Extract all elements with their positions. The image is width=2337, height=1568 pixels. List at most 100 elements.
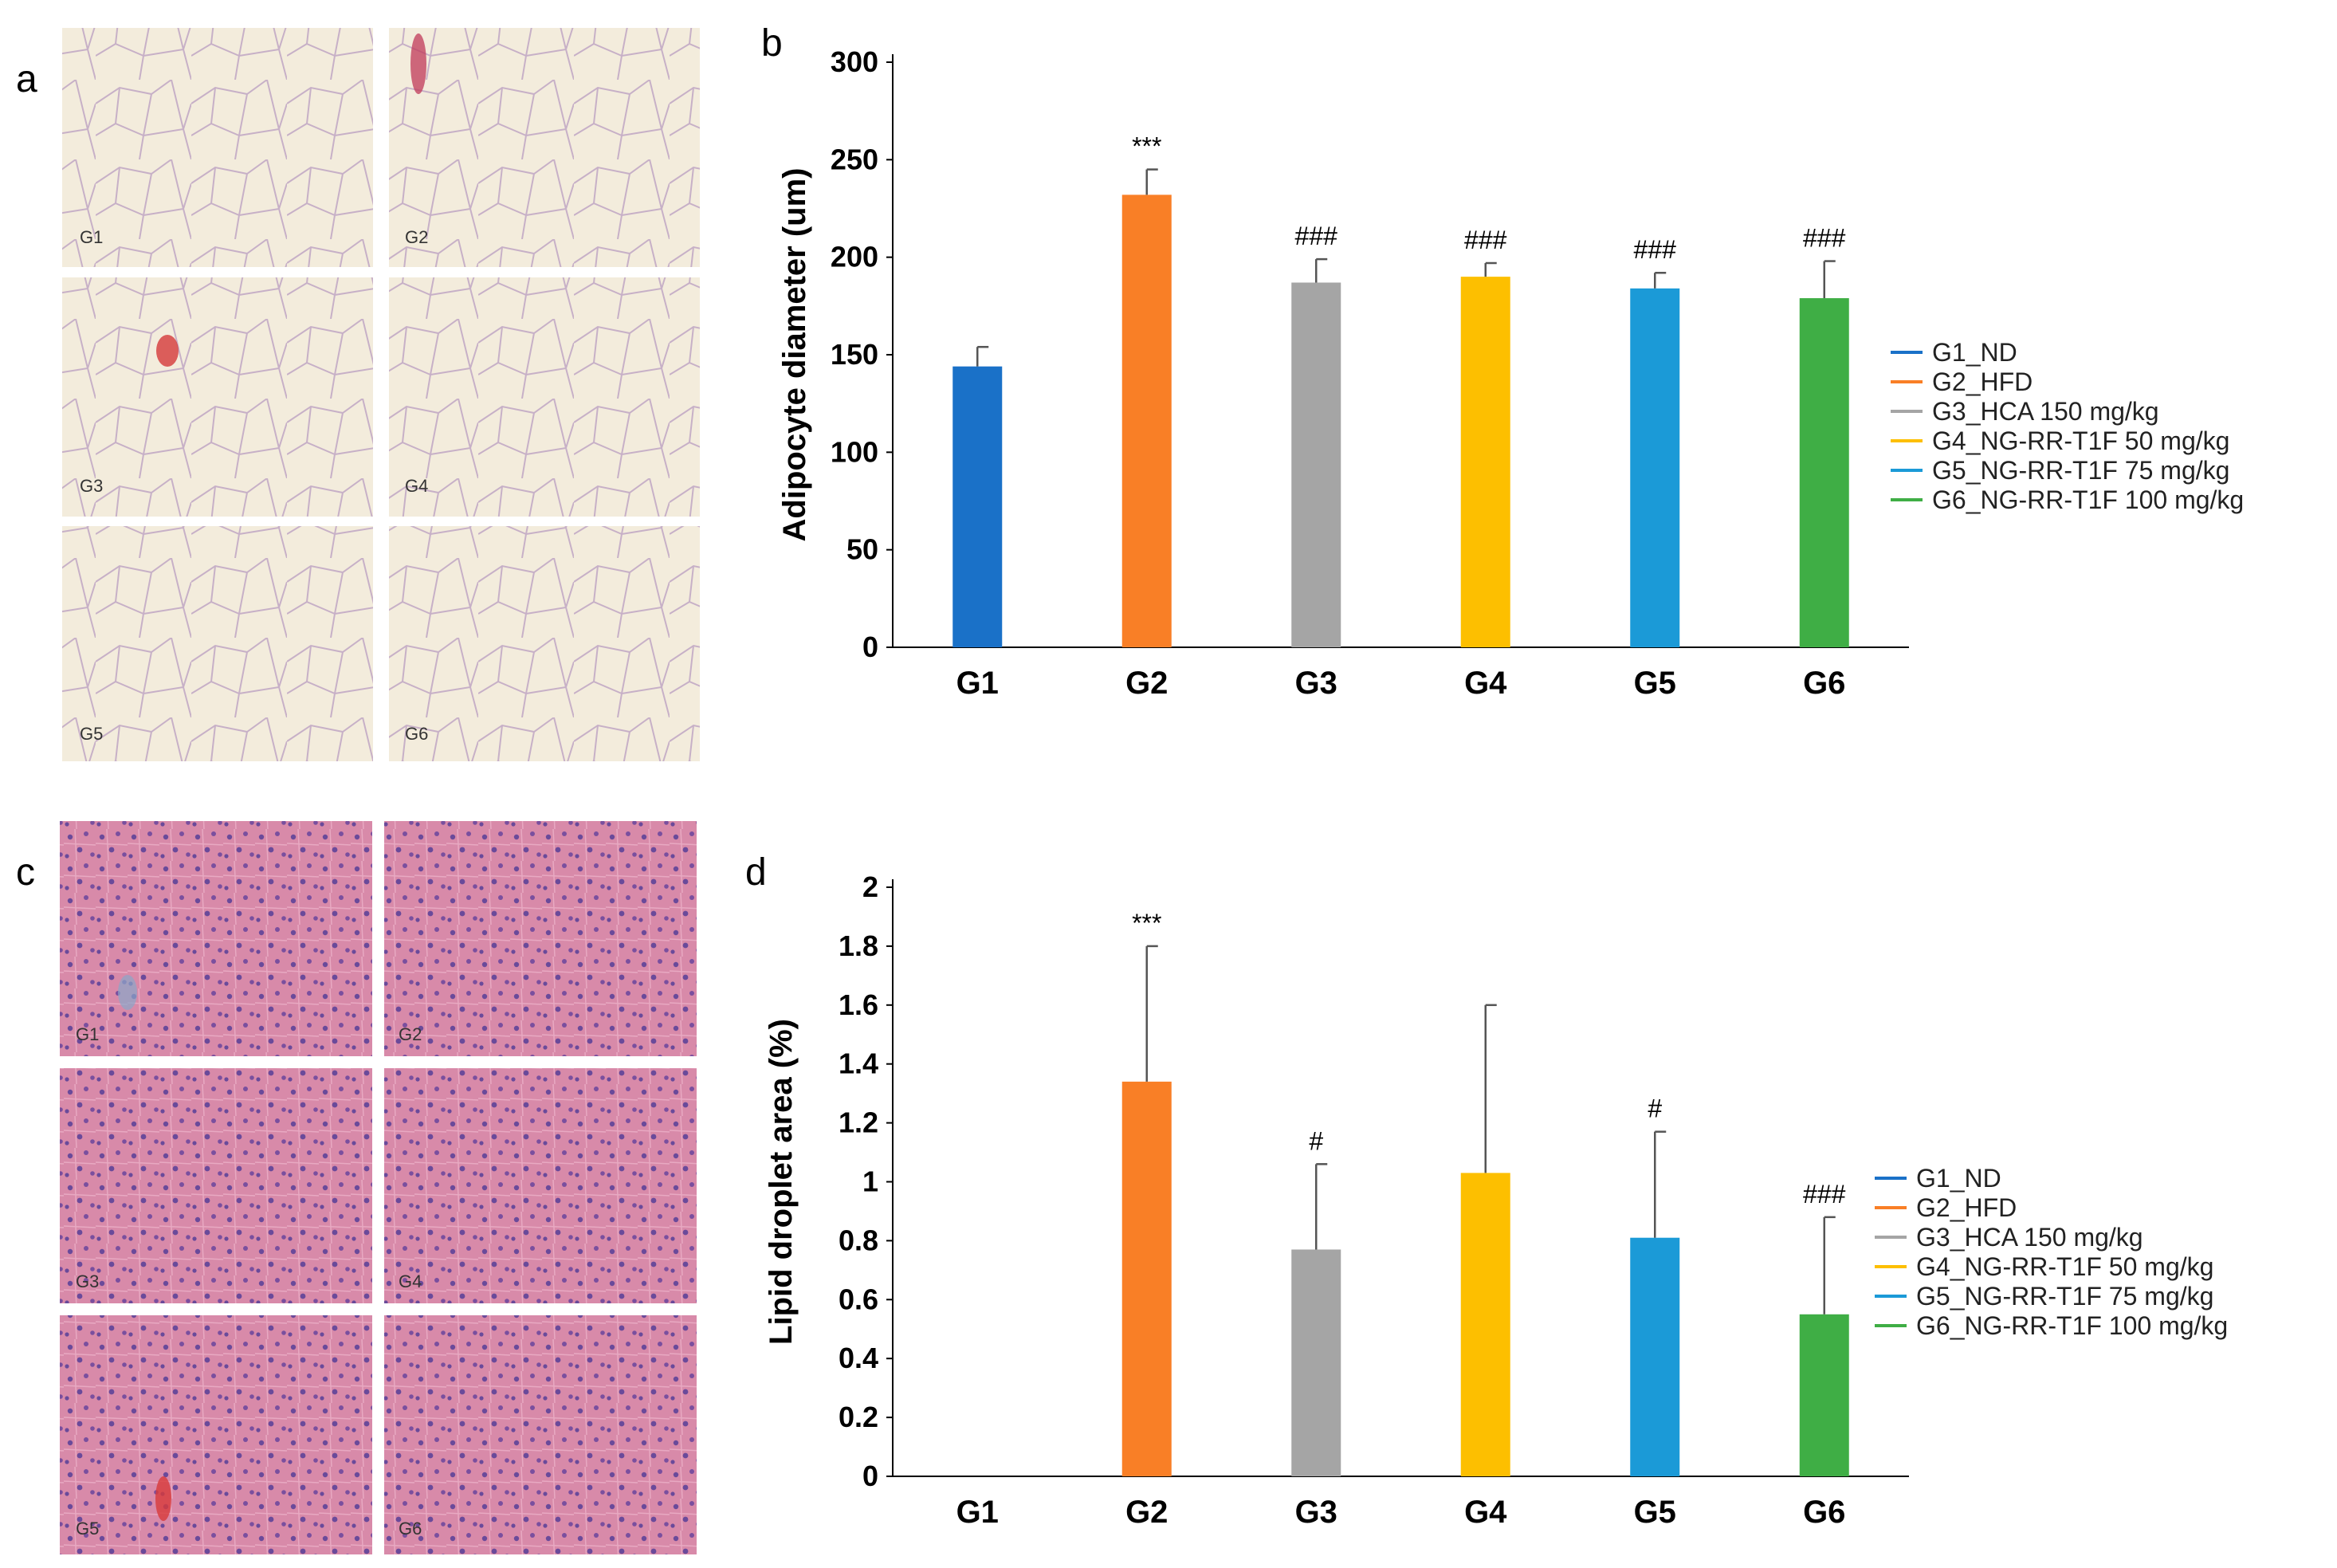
- significance-g2: ***: [1132, 909, 1161, 937]
- y-tick-label: 0.8: [839, 1224, 878, 1256]
- x-tick-label-g5: G5: [1634, 1495, 1676, 1530]
- panel-letter-c: c: [16, 851, 35, 894]
- chart-adipocyte-diameter: 0 50 100 150 200 250 300 Adipocyte diameter (um…: [777, 45, 1909, 701]
- legend-label-g2: G2_HFD: [1932, 367, 2033, 396]
- x-tick-label-g2: G2: [1125, 666, 1168, 701]
- adipose-image-g2: [389, 28, 700, 267]
- y-tick-label: 1.8: [839, 929, 878, 962]
- legend-label-g6: G6_NG-RR-T1F 100 mg/kg: [1932, 485, 2244, 514]
- x-tick-label-g1: G1: [956, 666, 999, 701]
- panel-letter-d: d: [745, 851, 767, 894]
- adipose-histology-grid: G1 G2 G3 G4 G5 G6: [62, 28, 700, 761]
- x-tick-label-g1: G1: [956, 1495, 999, 1530]
- legend-label-g6: G6_NG-RR-T1F 100 mg/kg: [1916, 1311, 2228, 1340]
- significance-g4: ###: [1464, 226, 1507, 254]
- adipose-label-g5: G5: [80, 724, 103, 744]
- x-tick-label-g4: G4: [1464, 1495, 1507, 1530]
- liver-image-g3: [60, 1068, 372, 1303]
- significance-g6: ###: [1803, 1180, 1846, 1208]
- blood-vessel-mark: [410, 33, 426, 94]
- liver-image-g4: [384, 1068, 697, 1303]
- x-tick-label-g2: G2: [1125, 1495, 1168, 1530]
- y-tick-label: 1.2: [839, 1106, 878, 1139]
- liver-image-g6: [384, 1315, 697, 1554]
- liver-label-g5: G5: [76, 1519, 99, 1539]
- x-tick-label-g6: G6: [1803, 1495, 1845, 1530]
- y-tick-label: 0.6: [839, 1283, 878, 1315]
- liver-label-g6: G6: [399, 1519, 422, 1539]
- liver-label-g1: G1: [76, 1024, 99, 1044]
- adipose-image-g4: [389, 277, 700, 517]
- legend-label-g1: G1_ND: [1916, 1164, 2001, 1193]
- x-tick-label-g6: G6: [1803, 666, 1845, 701]
- blood-vessel-mark: [156, 335, 179, 367]
- y-tick-label: 100: [831, 435, 878, 468]
- legend-label-g1: G1_ND: [1932, 338, 2017, 367]
- significance-g2: ***: [1132, 132, 1161, 161]
- x-tick-label-g5: G5: [1634, 666, 1676, 701]
- liver-label-g2: G2: [399, 1024, 422, 1044]
- bar-g2: [1121, 195, 1172, 647]
- adipose-label-g3: G3: [80, 476, 103, 496]
- bar-g4: [1460, 1173, 1510, 1476]
- y-tick-label: 200: [831, 241, 878, 273]
- vessel-mark: [118, 975, 137, 1010]
- significance-g3: ###: [1295, 222, 1338, 250]
- significance-g5: #: [1648, 1094, 1662, 1123]
- vessel-mark: [155, 1476, 171, 1521]
- panel-letter-a: a: [16, 58, 37, 100]
- bar-g6: [1799, 298, 1849, 647]
- y-tick-label: 50: [846, 533, 878, 566]
- significance-g3: #: [1309, 1126, 1323, 1155]
- significance-g6: ###: [1803, 224, 1846, 253]
- liver-histology-grid: G1 G2 G3 G4 G5 G6: [60, 821, 697, 1554]
- x-tick-label-g4: G4: [1464, 666, 1507, 701]
- chart-lipid-droplet-area: 0 0.2 0.4 0.6 0.8 1 1.2 1.4 1.6 1.8 2 Lipid droplet…: [764, 870, 1909, 1530]
- x-tick-label-g3: G3: [1295, 1495, 1337, 1530]
- y-tick-label: 1: [862, 1165, 878, 1198]
- adipose-image-g1: [62, 28, 373, 267]
- adipose-label-g6: G6: [405, 724, 428, 744]
- bar-g6: [1799, 1314, 1849, 1476]
- bar-g3: [1291, 282, 1341, 647]
- liver-image-g5: [60, 1315, 372, 1554]
- y-axis-title: Lipid droplet area (%): [764, 1019, 799, 1345]
- y-tick-label: 0.2: [839, 1401, 878, 1433]
- panel-letter-b: b: [761, 22, 783, 65]
- legend-label-g5: G5_NG-RR-T1F 75 mg/kg: [1932, 456, 2229, 485]
- bar-g1: [952, 366, 1003, 647]
- liver-label-g3: G3: [76, 1271, 99, 1291]
- y-tick-label: 250: [831, 143, 878, 175]
- y-tick-label: 1.4: [839, 1047, 878, 1080]
- adipose-label-g4: G4: [405, 476, 428, 496]
- legend-label-g4: G4_NG-RR-T1F 50 mg/kg: [1916, 1252, 2213, 1281]
- x-tick-label-g3: G3: [1295, 666, 1337, 701]
- liver-image-g2: [384, 821, 697, 1056]
- bar-g5: [1630, 1237, 1680, 1476]
- legend-label-g4: G4_NG-RR-T1F 50 mg/kg: [1932, 426, 2229, 455]
- liver-image-g1: [60, 821, 372, 1056]
- adipose-label-g2: G2: [405, 227, 428, 247]
- adipose-label-g1: G1: [80, 227, 103, 247]
- y-tick-label: 2: [862, 870, 878, 903]
- y-axis-title: Adipocyte diameter (um): [777, 168, 812, 542]
- significance-g5: ###: [1634, 235, 1677, 264]
- legend-label-g3: G3_HCA 150 mg/kg: [1916, 1223, 2143, 1252]
- legend-label-g2: G2_HFD: [1916, 1193, 2017, 1222]
- bar-g3: [1291, 1249, 1341, 1476]
- legend-label-g5: G5_NG-RR-T1F 75 mg/kg: [1916, 1282, 2213, 1311]
- adipose-image-g5: [62, 526, 373, 761]
- y-tick-label: 0: [862, 631, 878, 663]
- y-tick-label: 0: [862, 1460, 878, 1492]
- liver-label-g4: G4: [399, 1271, 422, 1291]
- y-tick-label: 1.6: [839, 988, 878, 1021]
- y-tick-label: 150: [831, 338, 878, 371]
- legend-label-g3: G3_HCA 150 mg/kg: [1932, 397, 2159, 426]
- bar-g4: [1460, 277, 1510, 647]
- bar-g5: [1630, 288, 1680, 647]
- y-tick-label: 0.4: [839, 1342, 878, 1374]
- adipose-image-g6: [389, 526, 700, 761]
